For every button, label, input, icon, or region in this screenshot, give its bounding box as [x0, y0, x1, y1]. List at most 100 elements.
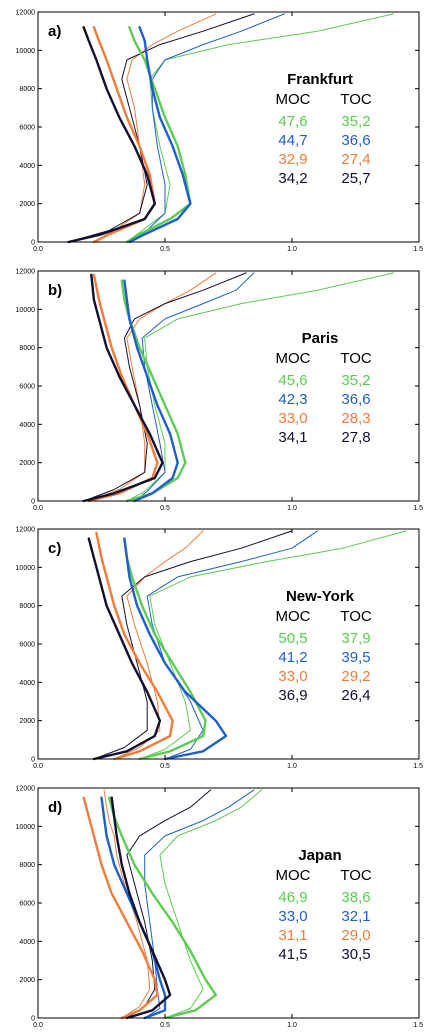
table-value-toc: 29,0: [341, 927, 370, 944]
x-tick-label: 1.0: [287, 505, 297, 512]
y-tick-label: 4000: [19, 422, 35, 429]
table-value-toc: 28,3: [341, 410, 370, 427]
y-tick-label: 0: [31, 757, 35, 764]
x-tick-label: 0.5: [160, 763, 170, 770]
y-tick-label: 0: [31, 499, 35, 506]
table-value-moc: 34,1: [278, 429, 307, 446]
y-tick-label: 4000: [19, 163, 35, 170]
series-line-orange-toc: [88, 272, 217, 502]
series-line-blue-toc: [134, 272, 255, 502]
city-title: New-York: [286, 588, 355, 605]
table-value-toc: 38,6: [341, 889, 370, 906]
table-value-toc: 35,2: [341, 113, 370, 130]
panel-3: 0 2000 4000 6000 8000 10000 12000 0.0 0.5 1.0 1.5 c…: [16, 527, 424, 771]
table-value-moc: 47,6: [278, 113, 307, 130]
table-header-toc: TOC: [340, 867, 372, 884]
y-tick-label: 4000: [19, 939, 35, 946]
series-line-orange-toc: [103, 789, 151, 1019]
y-tick-label: 10000: [16, 824, 36, 831]
series-line-black-moc: [82, 273, 164, 503]
series-line-blue-toc: [128, 13, 285, 243]
series-line-orange-moc: [87, 273, 159, 503]
y-tick-label: 12000: [16, 269, 36, 276]
y-tick-label: 8000: [19, 86, 35, 93]
y-tick-label: 10000: [16, 565, 36, 572]
series-line-black-toc: [93, 530, 293, 760]
y-tick-label: 4000: [19, 680, 35, 687]
table-value-moc: 32,9: [278, 151, 307, 168]
table-header-moc: MOC: [276, 91, 311, 108]
series-line-orange-toc: [93, 13, 217, 243]
y-tick-label: 2000: [19, 718, 35, 725]
series-line-green-moc: [125, 26, 192, 244]
table-value-toc: 27,4: [341, 151, 370, 168]
y-tick-label: 6000: [19, 901, 35, 908]
panel-1: 0 2000 4000 6000 8000 10000 12000 0.0 0.5 1.0 1.5 a…: [16, 10, 424, 254]
y-tick-label: 8000: [19, 603, 35, 610]
series-line-orange-moc: [95, 531, 174, 761]
y-tick-label: 2000: [19, 977, 35, 984]
y-tick-label: 0: [31, 1016, 35, 1023]
panel-4: 0 2000 4000 6000 8000 10000 12000 0.0 0.5 1.0 1.5 d…: [16, 786, 424, 1030]
panel-label: d): [48, 799, 62, 816]
x-tick-label: 1.5: [413, 763, 423, 770]
table-value-toc: 29,2: [341, 668, 370, 685]
y-tick-label: 12000: [16, 527, 36, 534]
series-line-green-toc: [139, 530, 407, 760]
series-line-blue-moc: [123, 279, 179, 503]
x-tick-label: 0.5: [160, 505, 170, 512]
table-value-moc: 45,6: [278, 372, 307, 389]
table-header-moc: MOC: [276, 350, 311, 367]
table-header-toc: TOC: [340, 608, 372, 625]
table-value-toc: 27,8: [341, 429, 370, 446]
x-tick-label: 1.5: [413, 246, 423, 253]
panel-label: c): [48, 540, 61, 557]
table-value-toc: 36,6: [341, 132, 370, 149]
city-title: Japan: [298, 847, 341, 864]
series-line-black-toc: [126, 789, 212, 1019]
series-line-black-toc: [83, 272, 247, 502]
y-tick-label: 12000: [16, 786, 36, 793]
series-line-black-moc: [87, 537, 162, 761]
table-value-moc: 42,3: [278, 391, 307, 408]
table-value-moc: 41,2: [278, 649, 307, 666]
series-line-black-moc: [67, 26, 156, 244]
y-tick-label: 2000: [19, 201, 35, 208]
table-value-moc: 50,5: [278, 630, 307, 647]
table-value-toc: 32,1: [341, 908, 370, 925]
y-tick-label: 2000: [19, 460, 35, 467]
y-tick-label: 8000: [19, 862, 35, 869]
city-title: Paris: [302, 330, 339, 347]
y-tick-label: 8000: [19, 345, 35, 352]
table-value-toc: 36,6: [341, 391, 370, 408]
city-title: Frankfurt: [287, 71, 353, 88]
y-tick-label: 6000: [19, 642, 35, 649]
table-header-toc: TOC: [340, 91, 372, 108]
table-header-moc: MOC: [276, 608, 311, 625]
y-tick-label: 6000: [19, 125, 35, 132]
table-value-moc: 44,7: [278, 132, 307, 149]
series-line-orange-moc: [82, 796, 159, 1020]
panel-2: 0 2000 4000 6000 8000 10000 12000 0.0 0.5 1.0 1.5 b…: [16, 269, 424, 513]
series-line-blue-moc: [123, 537, 228, 761]
series-line-black-moc: [110, 796, 172, 1020]
table-value-moc: 31,1: [278, 927, 307, 944]
series-line-blue-moc: [128, 26, 192, 244]
x-tick-label: 0.0: [33, 763, 43, 770]
x-tick-label: 0.0: [33, 246, 43, 253]
x-tick-label: 0.0: [33, 1022, 43, 1029]
series-line-green-toc: [159, 789, 262, 1019]
y-tick-label: 6000: [19, 384, 35, 391]
table-value-toc: 37,9: [341, 630, 370, 647]
y-tick-label: 0: [31, 240, 35, 247]
x-tick-label: 1.5: [413, 1022, 423, 1029]
table-value-moc: 33,0: [278, 410, 307, 427]
panel-label: a): [48, 23, 61, 40]
table-value-moc: 41,5: [278, 946, 307, 963]
y-tick-label: 12000: [16, 10, 36, 17]
table-value-moc: 46,9: [278, 889, 307, 906]
table-value-toc: 26,4: [341, 687, 370, 704]
table-header-toc: TOC: [340, 350, 372, 367]
panel-label: b): [48, 282, 62, 299]
